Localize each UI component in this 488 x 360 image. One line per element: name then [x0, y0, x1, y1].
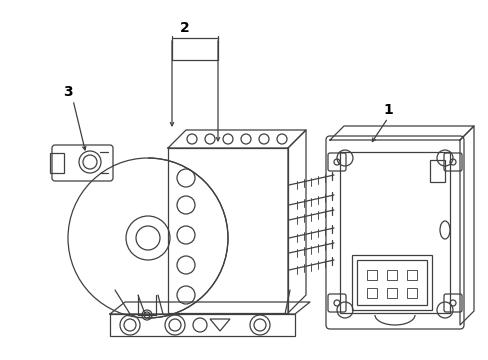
Bar: [50, 153, 64, 173]
Bar: [366, 270, 376, 280]
Bar: [339, 152, 449, 313]
Text: 1: 1: [382, 103, 392, 117]
Bar: [406, 270, 416, 280]
Bar: [168, 148, 287, 313]
Text: 2: 2: [180, 21, 189, 35]
Bar: [356, 260, 426, 305]
Bar: [429, 160, 444, 182]
Bar: [386, 288, 396, 298]
Bar: [406, 288, 416, 298]
Bar: [110, 314, 294, 336]
Bar: [366, 288, 376, 298]
Bar: [386, 270, 396, 280]
Text: 3: 3: [63, 85, 73, 99]
Bar: [351, 255, 431, 310]
